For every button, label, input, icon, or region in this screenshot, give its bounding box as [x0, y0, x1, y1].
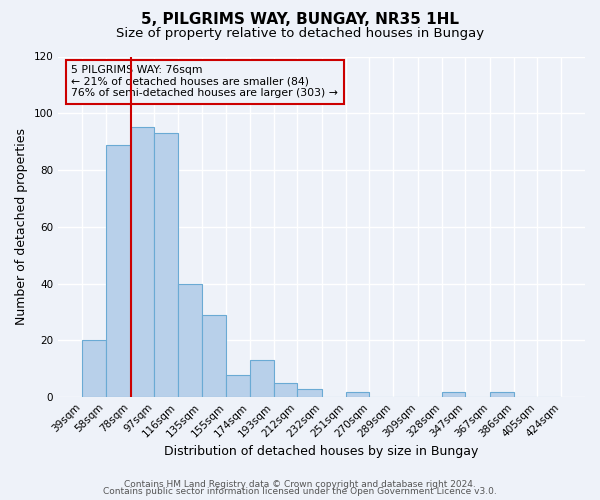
Text: Contains HM Land Registry data © Crown copyright and database right 2024.: Contains HM Land Registry data © Crown c…	[124, 480, 476, 489]
Bar	[274, 383, 298, 397]
Bar	[442, 392, 465, 397]
Bar	[154, 133, 178, 397]
Bar	[131, 128, 154, 397]
Text: 5, PILGRIMS WAY, BUNGAY, NR35 1HL: 5, PILGRIMS WAY, BUNGAY, NR35 1HL	[141, 12, 459, 28]
Bar	[82, 340, 106, 397]
Bar	[226, 374, 250, 397]
Bar	[202, 315, 226, 397]
Bar	[106, 144, 131, 397]
Text: Contains public sector information licensed under the Open Government Licence v3: Contains public sector information licen…	[103, 487, 497, 496]
Bar	[298, 388, 322, 397]
Bar	[490, 392, 514, 397]
Bar	[178, 284, 202, 397]
X-axis label: Distribution of detached houses by size in Bungay: Distribution of detached houses by size …	[164, 444, 479, 458]
Bar	[346, 392, 370, 397]
Text: Size of property relative to detached houses in Bungay: Size of property relative to detached ho…	[116, 28, 484, 40]
Bar	[250, 360, 274, 397]
Y-axis label: Number of detached properties: Number of detached properties	[15, 128, 28, 326]
Text: 5 PILGRIMS WAY: 76sqm
← 21% of detached houses are smaller (84)
76% of semi-deta: 5 PILGRIMS WAY: 76sqm ← 21% of detached …	[71, 65, 338, 98]
